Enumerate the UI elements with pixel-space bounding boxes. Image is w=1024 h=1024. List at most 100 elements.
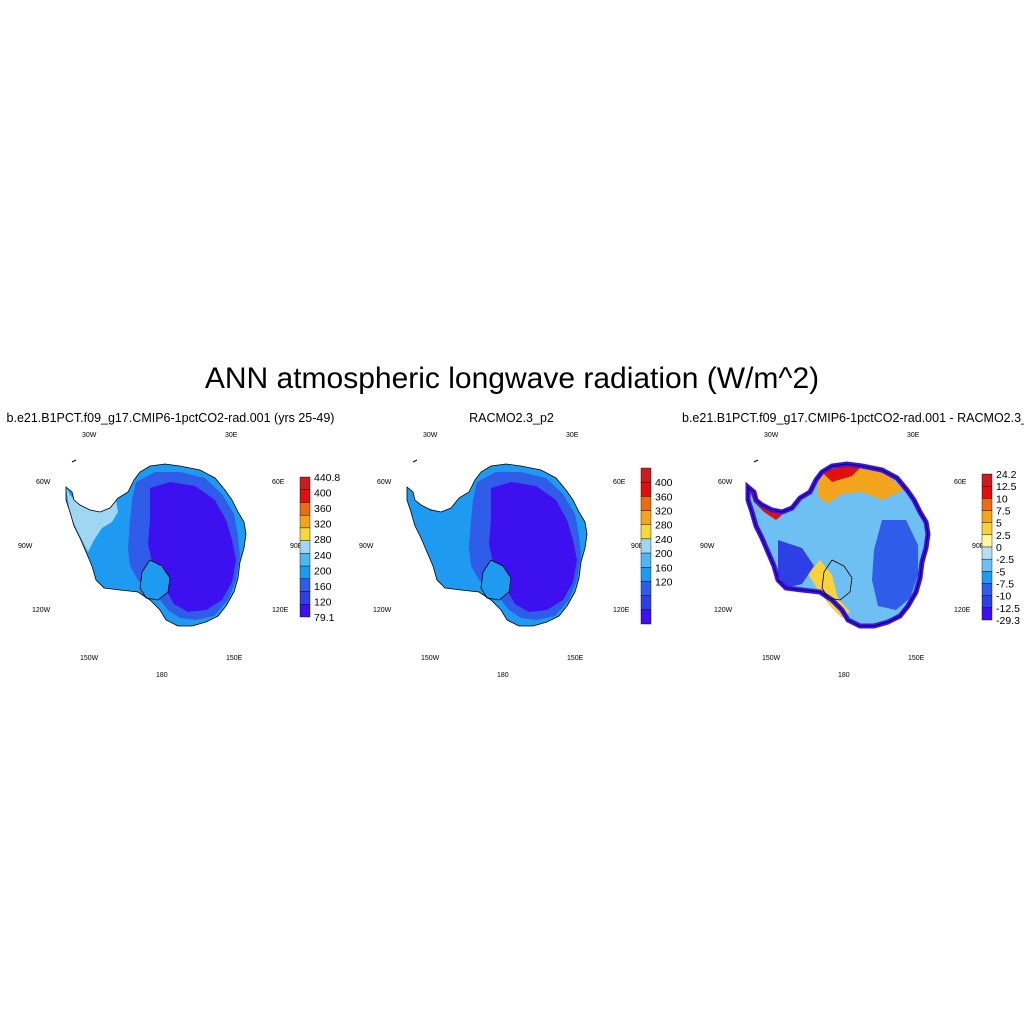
lon-label-s180: 180 [838,672,850,679]
lon-label-e60: 60E [954,479,967,486]
colorbar-label: 280 [655,520,673,532]
colorbar-label: 360 [655,491,673,503]
panel-obs: 30W 30E 60W 60E 90W 90E 120W 120E 150W 150E 180 400… [341,406,682,696]
colorbar-segment [981,595,993,609]
colorbar-segment [981,607,993,621]
colorbar-label: 400 [655,477,673,489]
colorbar-segment [640,581,652,596]
lon-label-s180: 180 [497,672,509,679]
colorbar-label: -5 [996,566,1005,578]
lon-label-e90: 90E [290,543,303,550]
lon-label-w60: 60W [36,479,51,486]
field-warm-ross [808,560,850,618]
field-cold-west [778,540,814,588]
colorbar-label: 200 [314,565,332,577]
lon-label-n30w: 30W [764,432,779,439]
colorbar-label: 5 [996,518,1002,530]
colorbar-label: 400 [314,488,332,500]
colorbar-label: 10 [996,493,1008,505]
colorbar-segment [299,476,311,490]
colorbar-segment [640,538,652,554]
colorbar-segment [299,502,311,516]
colorbar-segment [981,485,993,499]
colorbar-label: 2.5 [996,530,1011,542]
map-obs: 30W 30E 60W 60E 90W 90E 120W 120E 150W 150E 180 400… [359,432,673,679]
island-mark [753,459,759,463]
colorbar-segment [299,527,311,541]
colorbar-label: 280 [314,534,332,546]
panel-title-obs: RACMO2.3_p2 [469,411,554,425]
colorbar-label: 120 [655,576,673,588]
colorbar-segment [299,578,311,592]
colorbar-label: 200 [655,548,673,560]
lon-label-w60: 60W [377,479,392,486]
colorbar-segment [299,514,311,529]
lon-label-w90: 90W [359,543,374,550]
ice-shelf-line [139,559,171,601]
colorbar-segment [981,473,993,487]
lon-label-s150w: 150W [80,655,99,662]
coastline [747,463,929,627]
colorbar-segment [640,595,652,611]
lon-label-s150w: 150W [421,655,440,662]
colorbar-segment [981,546,993,560]
colorbar-segment [981,534,993,548]
lon-label-n30e: 30E [907,432,920,439]
lon-label-n30w: 30W [82,432,97,439]
colorbar-segment [640,609,652,625]
colorbar-label: 24.2 [996,469,1017,481]
lon-label-n30e: 30E [566,432,579,439]
panel-diff: 30W 30E 60W 60E 90W 90E 120W 120E 150W 150E 180 24.… [682,406,1024,696]
colorbar-label: 240 [655,534,673,546]
colorbar-segment [299,553,311,567]
lon-label-w120: 120W [714,607,733,614]
colorbar-label: 320 [314,519,332,531]
colorbar-segment [981,571,993,584]
ice-shelf-line [821,559,853,601]
colorbar-segment [981,558,993,572]
colorbar-segment [640,552,652,568]
panel-title-diff: b.e21.B1PCT.f09_g17.CMIP6-1pctCO2-rad.00… [682,411,1024,425]
colorbar-label: -29.3 [996,615,1020,627]
colorbar-segment [299,591,311,605]
colorbar-label: 120 [314,596,332,608]
colorbar-label: 320 [655,506,673,518]
lon-label-w90: 90W [700,543,715,550]
lon-label-s180: 180 [156,672,168,679]
colorbar-segment [299,489,311,503]
lon-label-w90: 90W [18,543,33,550]
lon-label-e90: 90E [631,543,644,550]
panel-title-model: b.e21.B1PCT.f09_g17.CMIP6-1pctCO2-rad.00… [6,411,335,425]
map-diff: 30W 30E 60W 60E 90W 90E 120W 120E 150W 150E 180 24.… [700,432,1020,679]
colorbar-segment [640,467,652,483]
colorbar-label: -10 [996,591,1011,603]
field-cold-east [872,520,918,610]
field-ross [481,560,511,600]
figure-title: ANN atmospheric longwave radiation (W/m^… [204,362,820,395]
colorbar-label: 160 [314,581,332,593]
lon-label-s150e: 150E [567,655,584,662]
lon-label-e60: 60E [613,479,626,486]
lon-label-n30w: 30W [423,432,438,439]
colorbar-segment [640,481,652,497]
colorbar-label: 0 [996,542,1002,554]
field-hot-north [822,466,862,482]
field-ross [140,560,170,600]
colorbar-segment [981,583,993,596]
map-model: 30W 30E 60W 60E 90W 90E 120W 120E 150W 150E 180 440… [18,432,340,679]
lon-label-s150e: 150E [226,655,243,662]
lon-label-w60: 60W [718,479,733,486]
island-mark [71,459,77,463]
field-peninsula [407,487,459,552]
colorbar-label: 240 [314,550,332,562]
colorbar-segment [299,565,311,580]
coastline [406,463,588,627]
coastline [65,463,247,627]
colorbar-segment [981,522,993,536]
lon-label-w120: 120W [32,607,51,614]
lon-label-s150e: 150E [908,655,925,662]
lon-label-e120: 120E [613,607,630,614]
colorbar-label: -12.5 [996,603,1020,615]
lon-label-e120: 120E [954,607,971,614]
colorbar-segment [299,540,311,554]
